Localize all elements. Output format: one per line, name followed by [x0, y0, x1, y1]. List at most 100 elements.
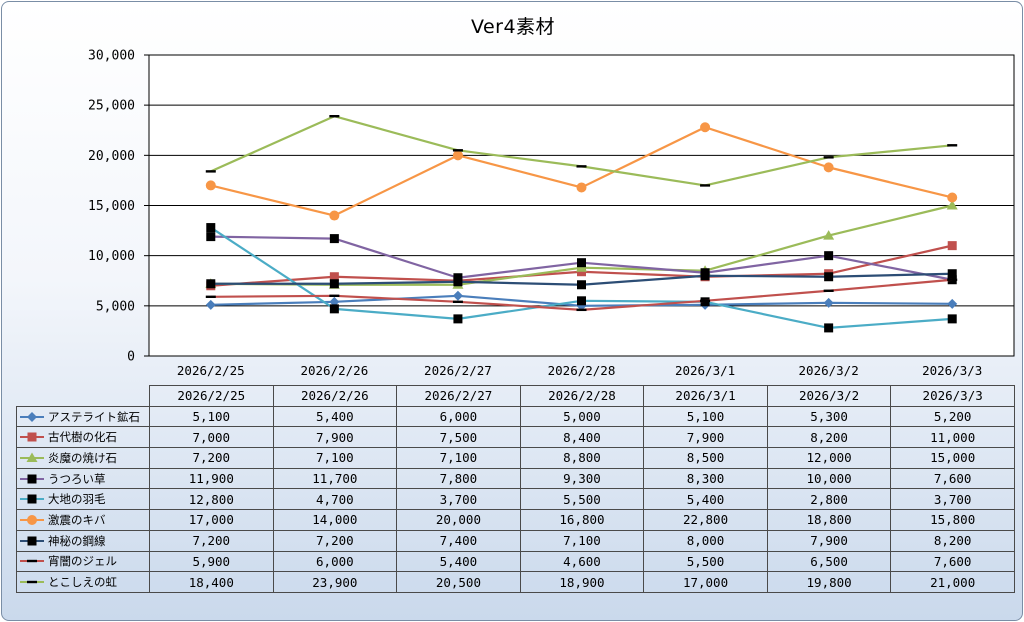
- table-row: 大地の羽毛 12,800 4,700 3,700 5,500 5,400 2,800 3,70…: [16, 488, 1015, 511]
- series-name: 古代樹の化石: [48, 430, 117, 445]
- series-name: アステライト鉱石: [48, 409, 140, 424]
- data-point: [700, 299, 711, 303]
- series-name: とこしえの虹: [48, 575, 117, 590]
- table-cell: 7,000: [149, 426, 274, 449]
- data-point: [577, 296, 586, 306]
- data-point: [947, 192, 958, 203]
- table-cell: 3,700: [396, 488, 521, 511]
- x-tick-label: 2026/2/26: [300, 363, 368, 378]
- series-9: [205, 115, 958, 187]
- line-chart: 0 5,000 10,000 15,000 20,000 25,000 30,000 2026…: [88, 49, 1015, 378]
- legend-row-header: 炎魔の焼け石: [16, 447, 150, 469]
- table-cell: 7,100: [272, 447, 398, 469]
- data-point: [946, 200, 958, 210]
- data-point: [27, 474, 37, 484]
- y-tick-label: 25,000: [88, 99, 135, 114]
- table-cell: 5,100: [149, 405, 274, 428]
- series-8: [205, 278, 958, 312]
- data-point: [947, 241, 957, 251]
- data-point: [452, 290, 463, 301]
- table-cell: 8,200: [890, 529, 1015, 552]
- legend-row-header: うつろい草: [16, 467, 150, 490]
- data-point: [205, 180, 216, 191]
- data-point: [329, 294, 340, 297]
- data-point: [452, 149, 463, 152]
- legend-key: [20, 560, 44, 563]
- table-cell: 6,000: [272, 550, 398, 573]
- table-cell: 5,300: [766, 405, 892, 428]
- table-cell: 15,000: [890, 447, 1015, 469]
- table-cell: 16,800: [519, 509, 645, 531]
- data-point: [576, 308, 587, 312]
- legend-key: [20, 494, 44, 504]
- data-point: [206, 232, 216, 242]
- table-cell: 7,400: [396, 529, 521, 552]
- y-tick-label: 0: [127, 350, 135, 365]
- table-cell: 8,000: [643, 529, 768, 552]
- table-cell: 7,600: [890, 550, 1015, 573]
- table-row: とこしえの虹 18,400 23,900 20,500 18,900 17,000 19,8…: [16, 571, 1015, 593]
- data-point: [27, 560, 37, 563]
- table-cell: 5,900: [149, 550, 274, 573]
- table-row: うつろい草 11,900 11,700 7,800 9,300 8,300 10,000 7,…: [16, 467, 1015, 490]
- data-point: [823, 162, 834, 173]
- data-point: [27, 536, 37, 546]
- legend-key: [20, 452, 44, 462]
- data-point: [206, 223, 216, 233]
- series-name: うつろい草: [48, 471, 106, 486]
- series-name: 宵闇のジェル: [48, 554, 117, 569]
- x-tick-label: 2026/3/3: [922, 363, 982, 378]
- data-point: [329, 210, 340, 221]
- table-row: アステライト鉱石 5,100 5,400 6,000 5,000 5,100 5,300 5,…: [16, 405, 1015, 428]
- legend-row-header: 宵闇のジェル: [16, 550, 150, 573]
- table-cell: 11,000: [890, 426, 1015, 449]
- table-row: 古代樹の化石 7,000 7,900 7,500 8,400 7,900 8,200 11,0…: [16, 426, 1015, 449]
- legend-row-header: 大地の羽毛: [16, 488, 150, 511]
- table-cell: 7,900: [766, 529, 892, 552]
- table-cell: 18,900: [519, 571, 645, 593]
- x-tick-label: 2026/2/27: [424, 363, 492, 378]
- table-corner: [17, 386, 150, 407]
- data-point: [329, 234, 339, 244]
- table-cell: 7,100: [519, 529, 645, 552]
- table-cell: 5,400: [396, 550, 521, 573]
- legend-row-header: 古代樹の化石: [16, 426, 150, 449]
- data-point: [206, 279, 216, 289]
- x-tick-label: 2026/2/28: [548, 363, 616, 378]
- data-point: [577, 258, 586, 268]
- table-cell: 5,000: [519, 405, 645, 428]
- data-point: [205, 170, 216, 173]
- table-cell: 5,400: [643, 488, 768, 511]
- data-point: [823, 297, 834, 308]
- data-point: [700, 122, 711, 133]
- data-point: [947, 144, 958, 147]
- table-cell: 12,800: [149, 488, 274, 511]
- table-cell: 8,800: [519, 447, 645, 469]
- data-point: [576, 165, 587, 168]
- table-cell: 11,900: [149, 467, 274, 490]
- data-point: [700, 184, 711, 187]
- data-point: [823, 230, 835, 240]
- series-name: 炎魔の焼け石: [48, 450, 117, 465]
- table-header-cell: 2026/2/25: [149, 385, 274, 407]
- table-cell: 7,600: [890, 467, 1015, 490]
- table-cell: 8,300: [643, 467, 768, 490]
- table-cell: 7,200: [272, 529, 398, 552]
- legend-key: [20, 536, 44, 546]
- table-header-cell: 2026/3/3: [890, 385, 1015, 407]
- table-cell: 9,300: [519, 467, 645, 490]
- table-cell: 14,000: [272, 509, 398, 531]
- table-cell: 18,800: [766, 509, 892, 531]
- data-point: [824, 251, 834, 261]
- data-point: [947, 278, 958, 281]
- data-point: [453, 314, 463, 324]
- y-tick-label: 15,000: [88, 199, 135, 214]
- data-point: [452, 150, 463, 161]
- data-point: [329, 296, 340, 307]
- table-cell: 5,200: [890, 405, 1015, 428]
- legend-key: [20, 411, 44, 422]
- table-header-cell: 2026/2/28: [519, 385, 645, 407]
- chart-title: Ver4素材: [470, 16, 556, 38]
- legend-row-header: とこしえの虹: [16, 571, 150, 593]
- table-cell: 3,700: [890, 488, 1015, 511]
